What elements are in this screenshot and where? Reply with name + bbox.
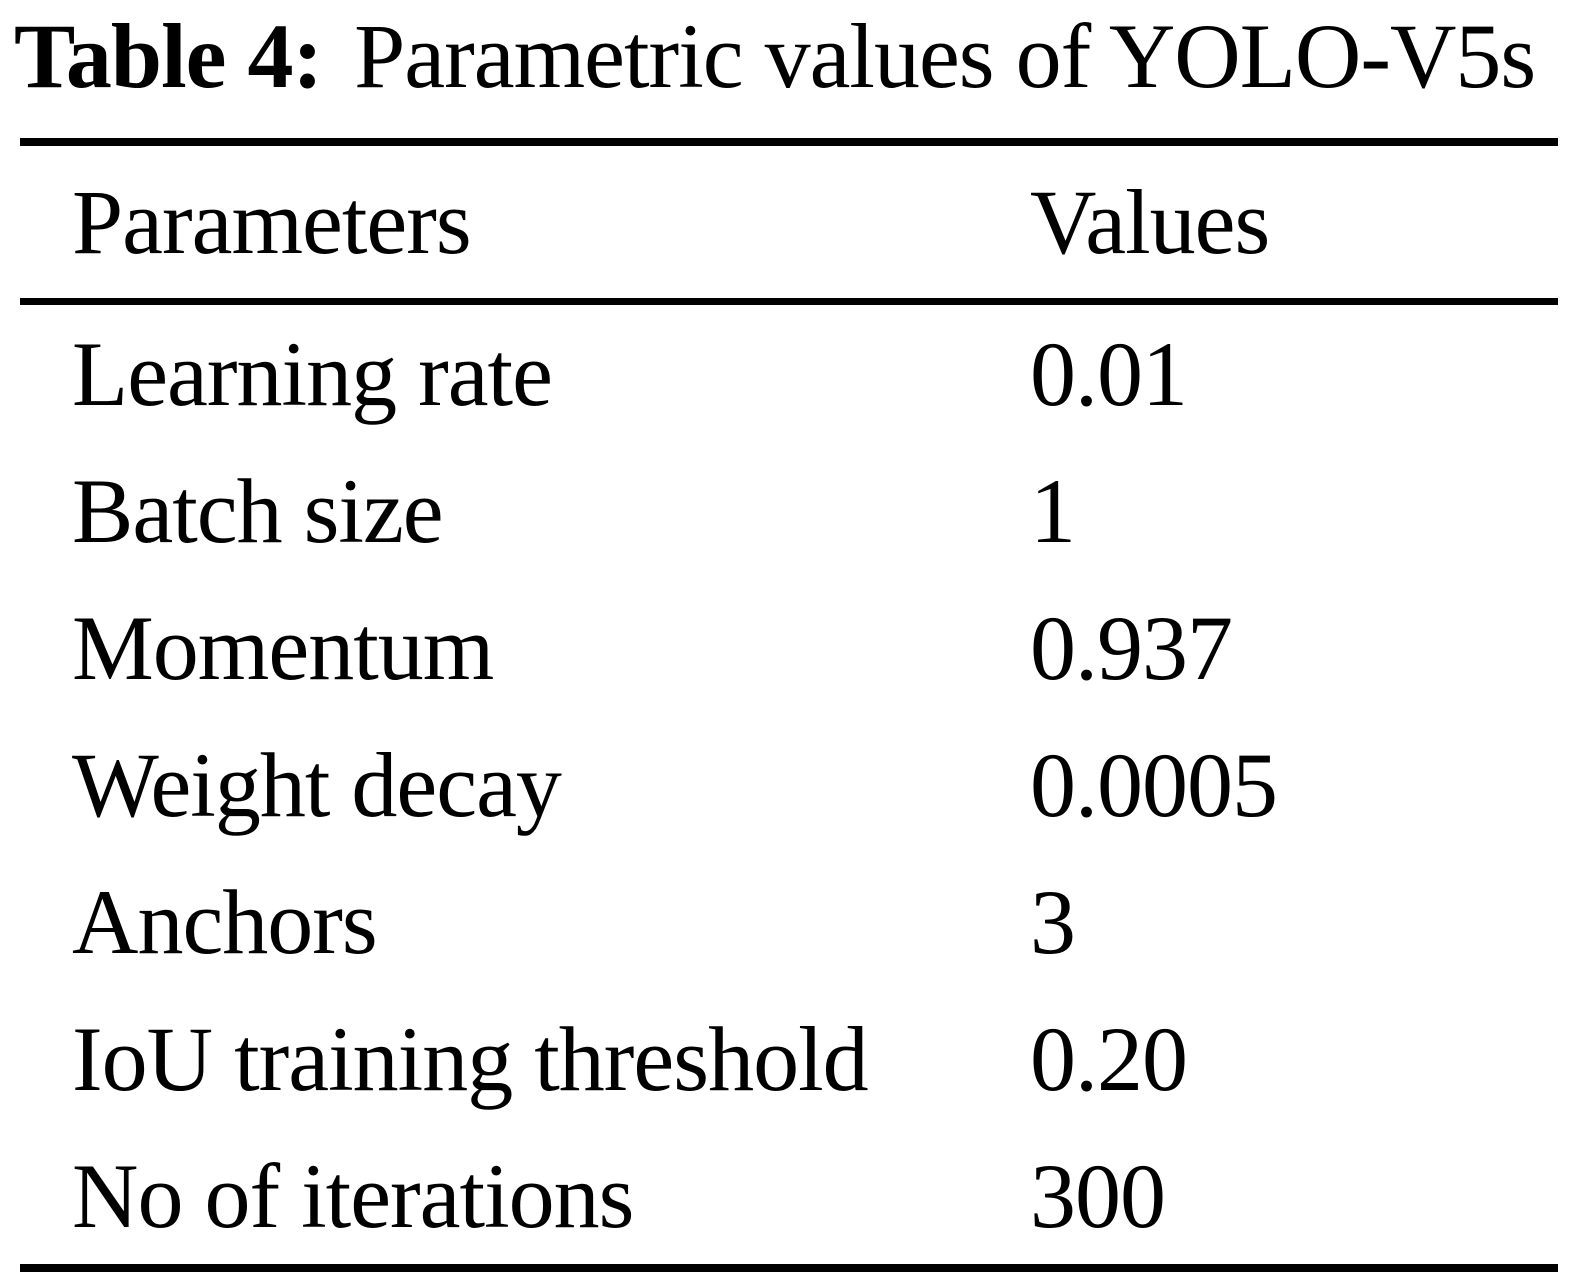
parameter-name: IoU training threshold xyxy=(72,1007,869,1110)
parameter-value: 0.01 xyxy=(1030,322,1188,425)
table-top-rule xyxy=(20,138,1558,146)
parameter-value: 0.20 xyxy=(1030,1007,1188,1110)
table-row: No of iterations 300 xyxy=(20,1127,1558,1264)
table-row: Batch size 1 xyxy=(20,442,1558,579)
parameter-value: 0.937 xyxy=(1030,596,1233,699)
parameter-name: Batch size xyxy=(72,459,444,562)
table-row: Weight decay 0.0005 xyxy=(20,716,1558,853)
parameter-name: Learning rate xyxy=(72,322,553,425)
table-caption-text: Parametric values of YOLO-V5s xyxy=(354,5,1536,107)
parameter-value: 1 xyxy=(1030,459,1076,562)
parameter-name: Weight decay xyxy=(72,733,562,836)
column-header-parameters: Parameters xyxy=(72,171,472,273)
column-header-values: Values xyxy=(1030,171,1270,273)
table-row: Anchors 3 xyxy=(20,853,1558,990)
parameter-value: 0.0005 xyxy=(1030,733,1278,836)
parameter-name: Anchors xyxy=(72,870,378,973)
parameter-value: 3 xyxy=(1030,870,1076,973)
table-header-row: Parameters Values xyxy=(20,146,1558,298)
table-row: IoU training threshold 0.20 xyxy=(20,990,1558,1127)
table-bottom-rule xyxy=(20,1264,1558,1272)
table-caption: Table 4: Parametric values of YOLO-V5s xyxy=(0,0,1577,102)
parameter-name: Momentum xyxy=(72,596,494,699)
parameters-table: Parameters Values Learning rate 0.01 Bat… xyxy=(20,138,1558,1272)
table-header-rule xyxy=(20,298,1558,305)
table-row: Momentum 0.937 xyxy=(20,579,1558,716)
parameter-name: No of iterations xyxy=(72,1144,634,1247)
parameter-value: 300 xyxy=(1030,1144,1166,1247)
table-caption-label: Table 4: xyxy=(14,5,323,107)
table-row: Learning rate 0.01 xyxy=(20,305,1558,442)
